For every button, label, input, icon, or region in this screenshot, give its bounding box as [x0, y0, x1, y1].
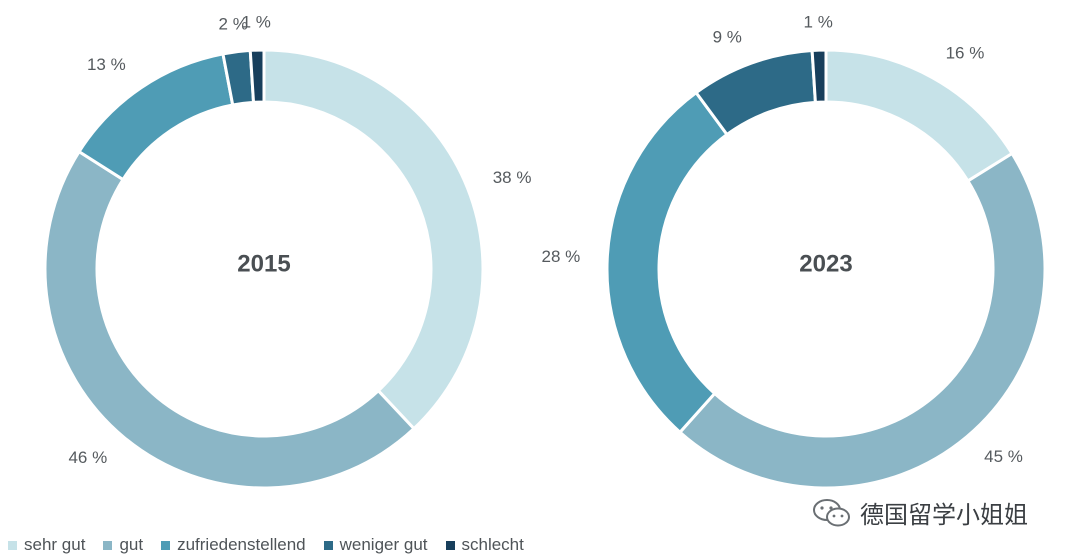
legend-swatch-gut — [103, 540, 113, 550]
donut-2023-slice-zufriedenstellend — [605, 90, 730, 435]
legend-label-weniger-gut: weniger gut — [339, 535, 428, 554]
legend-item-gut: gut — [103, 535, 143, 555]
legend-item-weniger-gut: weniger gut — [323, 535, 428, 555]
donut-2015-slice-schlecht — [248, 48, 266, 104]
donut-2015-label-schlecht: 1 % — [242, 13, 271, 32]
donut-2015-center-title: 2015 — [237, 250, 290, 277]
legend-swatch-sehr-gut — [8, 540, 17, 550]
legend-label-schlecht: schlecht — [461, 535, 524, 554]
wechat-icon — [813, 498, 850, 526]
watermark-text: 德国留学小姐姐 — [860, 502, 1028, 529]
legend-swatch-zufriedenstellend — [161, 540, 171, 550]
donut-2015-label-gut: 46 % — [68, 448, 107, 467]
donut-2023-center-title: 2023 — [799, 250, 852, 277]
watermark: 德国留学小姐姐 — [812, 495, 1028, 530]
legend-item-sehr-gut: sehr gut — [8, 535, 85, 555]
donut-2015-slice-gut — [43, 149, 417, 490]
donut-2023-slice-gut — [677, 151, 1047, 490]
donut-2015-slice-sehr-gut — [262, 48, 485, 431]
donut-2023-label-zufriedenstellend: 28 % — [542, 247, 581, 266]
legend-item-zufriedenstellend: zufriedenstellend — [161, 535, 306, 555]
donut-2023-label-gut: 45 % — [984, 447, 1023, 466]
donut-2023-label-weniger-gut: 9 % — [713, 27, 742, 46]
donut-2023-slice-schlecht — [810, 48, 828, 104]
donut-2015-label-sehr-gut: 38 % — [493, 168, 532, 187]
legend-item-schlecht: schlecht — [445, 535, 524, 555]
legend-label-zufriedenstellend: zufriedenstellend — [177, 535, 306, 554]
legend-swatch-weniger-gut — [323, 540, 333, 550]
legend-label-sehr-gut: sehr gut — [24, 535, 86, 554]
donut-2023-label-schlecht: 1 % — [804, 13, 833, 32]
donut-2015-label-weniger-gut: 2 % — [219, 14, 248, 33]
donut-2023-label-sehr-gut: 16 % — [946, 44, 985, 63]
legend: sehr gut gut zufriedenstellend weniger g… — [8, 535, 542, 555]
legend-swatch-schlecht — [445, 540, 455, 550]
legend-label-gut: gut — [119, 535, 144, 554]
donut-2023-slice-sehr-gut — [824, 48, 1015, 184]
donut-2015-label-zufriedenstellend: 13 % — [87, 55, 126, 74]
